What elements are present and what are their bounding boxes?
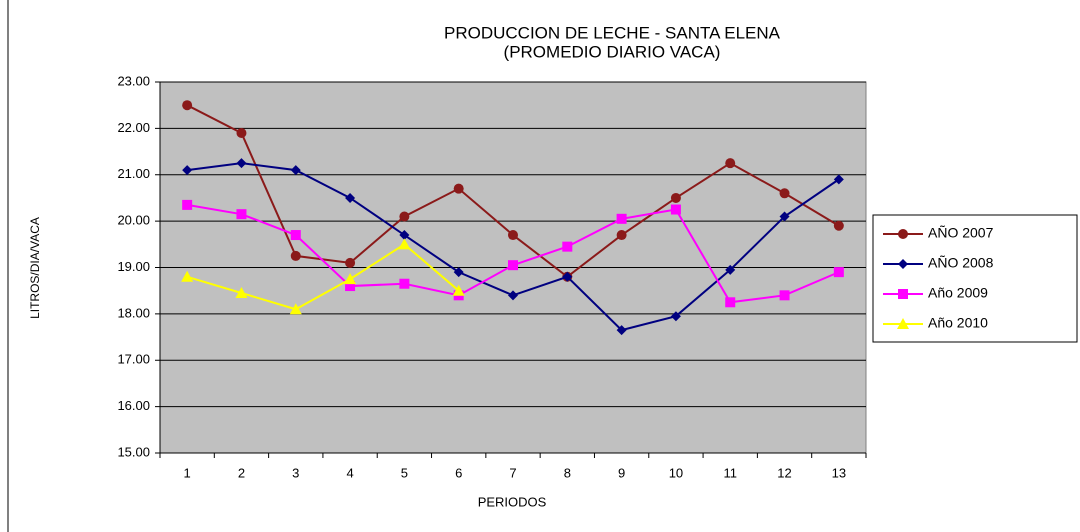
marker (290, 250, 301, 261)
marker (898, 229, 908, 239)
x-tick-label: 5 (401, 465, 408, 480)
x-tick-label: 10 (669, 465, 683, 480)
marker (345, 281, 356, 292)
marker (898, 289, 908, 299)
x-tick-label: 2 (238, 465, 245, 480)
marker (344, 273, 357, 285)
x-tick-label: 11 (723, 465, 737, 480)
marker (289, 303, 302, 315)
marker (897, 318, 909, 329)
marker (508, 290, 518, 301)
marker (345, 192, 356, 203)
marker (508, 230, 518, 241)
marker (236, 209, 247, 220)
marker (398, 238, 411, 250)
y-tick-label: 22.00 (117, 120, 150, 135)
x-tick-label: 12 (777, 465, 791, 480)
marker (452, 284, 465, 296)
marker (725, 158, 736, 169)
legend-label: AÑO 2008 (928, 255, 994, 271)
marker (181, 270, 194, 282)
y-tick-label: 18.00 (117, 305, 150, 320)
marker (562, 271, 573, 282)
x-tick-label: 1 (184, 465, 191, 480)
marker (833, 220, 844, 231)
series-line (186, 243, 460, 311)
marker (779, 290, 790, 301)
y-tick-label: 16.00 (117, 398, 150, 413)
marker (399, 211, 410, 222)
marker (616, 213, 627, 224)
legend-label: Año 2010 (928, 315, 988, 331)
legend-label: Año 2009 (928, 285, 988, 301)
marker (898, 259, 908, 269)
marker (290, 230, 301, 241)
y-axis-label: LITROS/DIA/VACA (28, 217, 42, 319)
marker (779, 211, 790, 222)
x-tick-label: 7 (509, 465, 516, 480)
marker (833, 174, 844, 185)
marker (725, 264, 736, 275)
marker (670, 311, 681, 322)
marker (399, 278, 410, 289)
marker (562, 241, 573, 252)
chart-subtitle: (PROMEDIO DIARIO VACA) (504, 42, 721, 61)
chart-title: PRODUCCION DE LECHE - SANTA ELENA (444, 23, 781, 42)
marker (616, 230, 627, 241)
x-tick-label: 8 (564, 465, 571, 480)
marker (345, 257, 356, 268)
marker (833, 267, 844, 278)
marker (779, 188, 790, 199)
y-tick-label: 21.00 (117, 166, 150, 181)
marker (453, 183, 464, 194)
marker (399, 230, 410, 241)
marker (290, 165, 301, 176)
marker (236, 128, 247, 139)
marker (182, 100, 193, 111)
marker (453, 267, 464, 278)
y-tick-label: 19.00 (117, 259, 150, 274)
legend-label: AÑO 2007 (928, 225, 994, 241)
x-tick-label: 4 (346, 465, 353, 480)
y-tick-label: 23.00 (117, 73, 150, 88)
marker (616, 325, 627, 336)
x-tick-label: 13 (832, 465, 846, 480)
marker (182, 165, 193, 176)
x-tick-label: 6 (455, 465, 462, 480)
marker (508, 260, 518, 271)
x-tick-label: 9 (618, 465, 625, 480)
x-tick-label: 3 (292, 465, 299, 480)
y-tick-label: 20.00 (117, 213, 150, 228)
marker (236, 158, 247, 169)
y-tick-label: 17.00 (117, 352, 150, 367)
marker (670, 192, 681, 203)
y-tick-label: 15.00 (117, 444, 150, 459)
marker (182, 199, 193, 210)
marker (725, 297, 736, 308)
x-axis-label: PERIODOS (478, 494, 547, 509)
marker (235, 287, 248, 299)
marker (670, 204, 681, 215)
